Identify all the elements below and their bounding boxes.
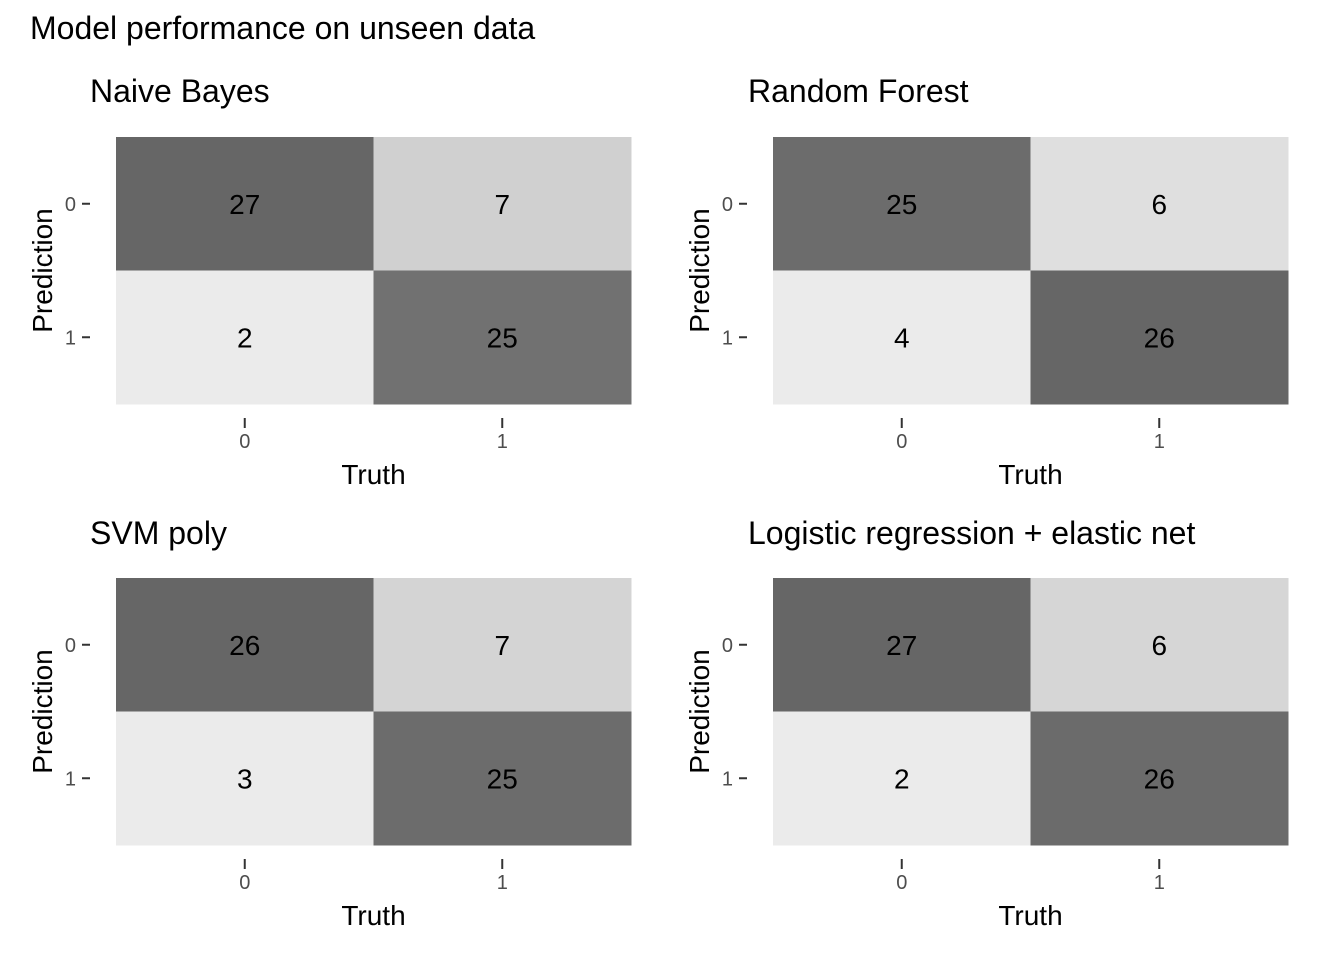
panel-2-x-tick-label: 0 (896, 431, 907, 453)
panel-2-y-tick-label: 1 (722, 327, 733, 349)
panel-1-cell (373, 137, 632, 271)
panel-1-cell (116, 270, 374, 405)
panel-3-cell (116, 711, 374, 846)
panel-3-y-axis-label: Prediction (27, 649, 58, 774)
panel-1-cell-label: 25 (487, 322, 518, 353)
panel-3-x-tick-label: 1 (497, 872, 508, 894)
panel-3-y-tick-label: 0 (65, 635, 76, 657)
panel-2-cell-label: 26 (1144, 322, 1175, 353)
panel-4-x-tick-label: 0 (896, 872, 907, 894)
panel-2-cell (773, 137, 1031, 271)
panel-1-title: Naive Bayes (90, 73, 270, 109)
panel-3-cell (373, 578, 632, 712)
panel-3-cell-label: 7 (494, 630, 510, 661)
panel-1-y-tick-label: 1 (65, 327, 76, 349)
panel-2-cell (1030, 137, 1289, 271)
panel-4-cell (773, 578, 1031, 712)
panel-4-y-tick-label: 1 (722, 768, 733, 790)
panel-3-cell (373, 711, 632, 846)
panel-3-cell-label: 25 (487, 763, 518, 794)
panel-4-y-axis-label: Prediction (684, 649, 715, 774)
panel-3-x-tick-label: 0 (239, 872, 250, 894)
panel-1-cell (116, 137, 374, 271)
panel-4-title: Logistic regression + elastic net (748, 515, 1195, 551)
panel-3-cell-label: 3 (237, 763, 253, 794)
panel-4-cell-label: 27 (886, 630, 917, 661)
panel-3-cell-label: 26 (229, 630, 260, 661)
panel-1-x-tick-label: 1 (497, 431, 508, 453)
panel-4-x-axis-label: Truth (998, 900, 1062, 931)
panel-2-y-tick-label: 0 (722, 194, 733, 216)
panel-2-cell (773, 270, 1031, 405)
panel-1-cell-label: 2 (237, 322, 253, 353)
panel-2-y-axis-label: Prediction (684, 208, 715, 333)
panel-4-cell-label: 26 (1144, 763, 1175, 794)
panel-2-cell-label: 4 (894, 322, 910, 353)
panel-1-x-axis-label: Truth (341, 459, 405, 490)
panel-1-cell (373, 270, 632, 405)
panel-1-x-tick-label: 0 (239, 431, 250, 453)
panel-1-cell-label: 7 (494, 189, 510, 220)
panel-4-x-tick-label: 1 (1154, 872, 1165, 894)
panel-4-cell (1030, 711, 1289, 846)
panel-2-x-axis-label: Truth (998, 459, 1062, 490)
panel-2-cell-label: 6 (1151, 189, 1167, 220)
panel-3-x-axis-label: Truth (341, 900, 405, 931)
panel-4-cell-label: 6 (1151, 630, 1167, 661)
panel-3-cell (116, 578, 374, 712)
panel-4-y-tick-label: 0 (722, 635, 733, 657)
panel-2-cell (1030, 270, 1289, 405)
panel-4-cell (773, 711, 1031, 846)
panel-1-y-tick-label: 0 (65, 194, 76, 216)
panel-3-y-tick-label: 1 (65, 768, 76, 790)
panel-2-x-tick-label: 1 (1154, 431, 1165, 453)
panel-2-cell-label: 25 (886, 189, 917, 220)
figure-title: Model performance on unseen data (30, 10, 536, 46)
panel-3-title: SVM poly (90, 515, 227, 551)
panel-4-cell (1030, 578, 1289, 712)
panel-4-cell-label: 2 (894, 763, 910, 794)
panel-1-cell-label: 27 (229, 189, 260, 220)
panel-1-y-axis-label: Prediction (27, 208, 58, 333)
panel-2-title: Random Forest (748, 73, 969, 109)
